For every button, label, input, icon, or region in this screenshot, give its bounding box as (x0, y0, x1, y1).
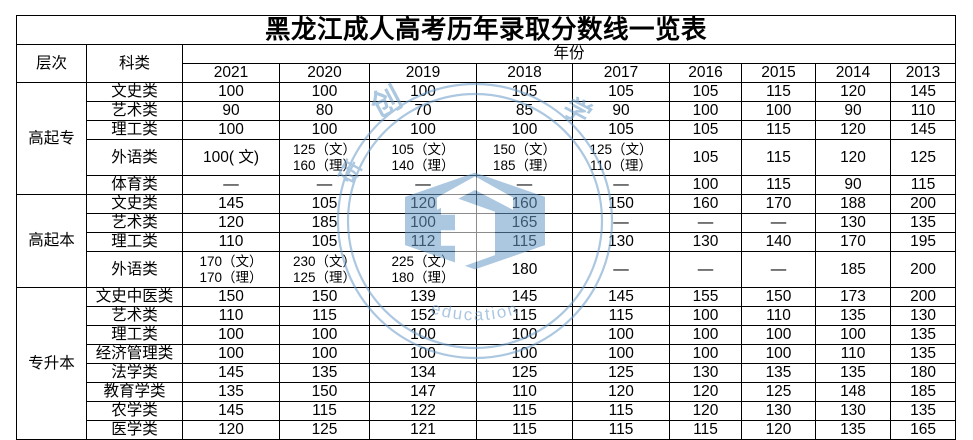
svg-text:学: 学 (556, 93, 598, 129)
svg-text:研: 研 (334, 156, 366, 187)
svg-text:education: education (429, 298, 522, 324)
